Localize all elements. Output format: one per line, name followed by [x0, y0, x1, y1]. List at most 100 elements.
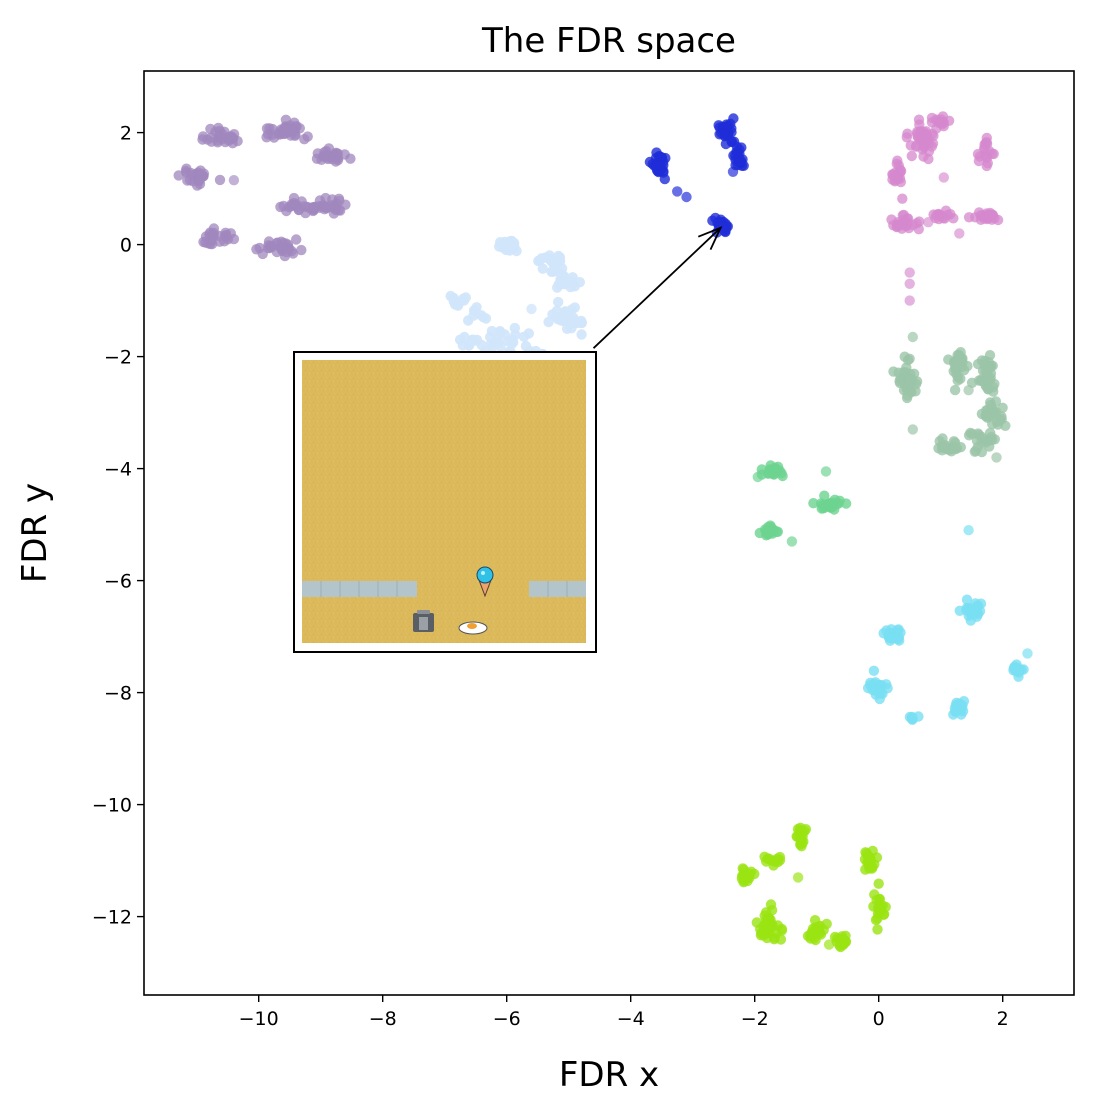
scatter-point — [761, 527, 772, 539]
scatter-point — [955, 347, 966, 358]
scatter-point — [983, 383, 994, 395]
x-tick-label: −6 — [493, 1008, 521, 1030]
scatter-point — [278, 200, 289, 212]
scatter-point — [561, 307, 572, 318]
scatter-point — [333, 205, 344, 216]
scatter-point — [868, 665, 880, 676]
scatter-point — [963, 525, 974, 536]
scatter-point — [949, 384, 961, 396]
y-tick-label: −8 — [104, 683, 132, 705]
y-tick-label: −10 — [92, 795, 132, 817]
stone-wall-left — [302, 581, 417, 597]
scatter-point — [518, 331, 530, 342]
scatter-point — [501, 244, 512, 256]
scatter-point — [895, 627, 906, 638]
scatter-point — [752, 471, 763, 483]
scatter-point — [537, 263, 548, 274]
scatter-point — [892, 219, 904, 231]
scatter-point — [280, 114, 292, 126]
y-tick-label: −4 — [104, 459, 132, 481]
scatter-point — [345, 153, 356, 164]
x-tick-label: −8 — [369, 1008, 397, 1030]
scatter-point — [192, 180, 203, 191]
scatter-point — [948, 442, 959, 453]
scatter-point — [289, 130, 301, 141]
annotation-arrow — [592, 226, 723, 349]
scatter-point — [923, 146, 935, 157]
scatter-point — [798, 836, 809, 847]
ice-cream-icon — [476, 566, 494, 598]
y-tick-label: −12 — [92, 907, 132, 929]
fried-egg-icon — [458, 621, 488, 635]
scatter-point — [319, 147, 330, 158]
scatter-point — [296, 244, 307, 256]
x-tick-label: −2 — [741, 1008, 769, 1030]
scatter-point — [963, 385, 974, 396]
scatter-point — [772, 853, 783, 864]
scatter-point — [214, 174, 226, 186]
scatter-point — [207, 238, 218, 250]
scatter-point — [556, 315, 567, 326]
scatter-point — [913, 224, 924, 235]
scatter-point — [904, 267, 915, 278]
scatter-point — [802, 930, 814, 942]
scatter-point — [553, 296, 564, 308]
x-tick-label: 2 — [997, 1008, 1009, 1030]
scatter-point — [864, 855, 876, 866]
scatter-point — [495, 237, 506, 248]
scatter-point — [228, 175, 240, 186]
scatter-point — [911, 140, 922, 151]
scatter-point — [449, 297, 460, 308]
scatter-point — [979, 143, 990, 155]
scatter-point — [278, 237, 289, 249]
scatter-point — [508, 337, 519, 348]
scatter-point — [499, 329, 510, 340]
scatter-point — [758, 920, 769, 931]
scatter-point — [808, 498, 819, 509]
y-tick-label: −2 — [104, 347, 132, 369]
scatter-point — [888, 366, 899, 377]
scatter-point — [555, 268, 566, 279]
scatter-point — [736, 870, 748, 882]
chart-title: The FDR space — [481, 21, 736, 61]
scatter-point — [825, 497, 836, 508]
scatter-point — [873, 878, 884, 889]
scatter-point — [812, 927, 823, 938]
scatter-point — [897, 193, 908, 204]
sand-floor — [302, 360, 586, 643]
scatter-point — [735, 155, 747, 167]
scatter-point — [281, 246, 292, 258]
scatter-point — [928, 209, 939, 220]
scatter-point — [551, 305, 563, 317]
scatter-point — [261, 123, 273, 134]
scatter-point — [975, 375, 987, 386]
scatter-point — [543, 316, 554, 328]
scatter-point — [968, 603, 980, 614]
scatter-point — [471, 334, 483, 346]
scatter-point — [923, 217, 934, 228]
scatter-point — [991, 452, 1002, 463]
scatter-point — [546, 256, 557, 267]
scatter-point — [834, 495, 845, 506]
scatter-point — [792, 872, 804, 883]
scatter-point — [547, 266, 558, 277]
scatter-point — [707, 215, 718, 226]
scatter-point — [213, 122, 224, 134]
scatter-point — [956, 709, 967, 720]
scatter-point — [881, 625, 892, 636]
scatter-point — [771, 526, 782, 537]
backpack-icon — [413, 610, 434, 632]
scatter-point — [195, 169, 206, 181]
scatter-point — [308, 203, 320, 214]
scatter-point — [208, 227, 219, 239]
scatter-point — [263, 236, 275, 247]
scatter-point — [727, 166, 739, 177]
scatter-point — [713, 120, 724, 131]
scatter-point — [719, 131, 730, 142]
scatter-point — [923, 134, 934, 145]
plot-frame — [143, 70, 1075, 996]
scatter-point — [278, 128, 290, 140]
scatter-point — [576, 329, 587, 340]
scatter-point — [961, 594, 973, 605]
scatter-point — [886, 633, 897, 644]
